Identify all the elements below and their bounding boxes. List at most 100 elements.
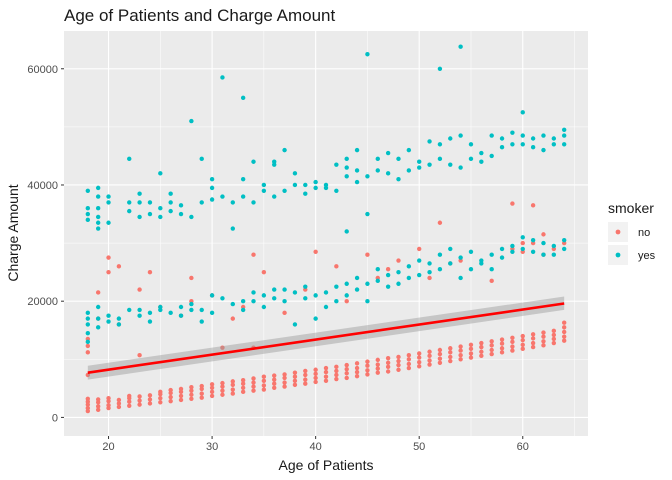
point-no xyxy=(541,232,546,237)
point-no xyxy=(437,360,443,365)
point-no xyxy=(385,355,391,361)
point-no xyxy=(220,345,225,350)
point-no xyxy=(417,355,422,360)
point-no xyxy=(220,380,225,386)
point-no xyxy=(158,400,163,405)
point-no xyxy=(448,350,453,355)
point-no xyxy=(303,381,308,386)
point-no xyxy=(396,362,401,368)
point-no xyxy=(344,366,349,372)
point-yes xyxy=(551,243,557,249)
point-no xyxy=(303,377,308,382)
point-no xyxy=(189,388,194,393)
point-no xyxy=(272,377,277,382)
point-no xyxy=(499,337,505,342)
point-no xyxy=(209,382,215,387)
point-yes xyxy=(365,281,370,286)
point-no xyxy=(458,344,463,349)
point-yes xyxy=(499,145,505,150)
point-yes xyxy=(85,206,91,211)
point-no xyxy=(251,376,256,381)
point-yes xyxy=(158,171,163,176)
point-yes xyxy=(137,214,142,220)
point-yes xyxy=(209,310,215,316)
point-no xyxy=(417,360,422,365)
point-no xyxy=(561,320,567,325)
point-no xyxy=(530,203,536,208)
point-no xyxy=(510,344,515,349)
point-no xyxy=(95,290,101,295)
point-yes xyxy=(168,200,173,205)
point-no xyxy=(137,394,142,399)
point-yes xyxy=(313,185,318,191)
point-yes xyxy=(354,179,360,185)
point-no xyxy=(261,374,267,379)
point-yes xyxy=(551,136,557,141)
point-no xyxy=(334,368,339,374)
point-no xyxy=(261,269,267,275)
point-yes xyxy=(240,307,246,313)
point-no xyxy=(189,392,194,397)
point-yes xyxy=(437,252,443,257)
point-yes xyxy=(137,307,142,313)
point-no xyxy=(251,384,256,389)
legend-label-no: no xyxy=(638,227,650,239)
point-no xyxy=(199,383,204,389)
point-yes xyxy=(147,200,153,205)
point-no xyxy=(437,220,443,225)
point-yes xyxy=(292,182,298,188)
point-yes xyxy=(230,301,235,307)
point-no xyxy=(313,367,318,372)
point-no xyxy=(127,399,132,404)
point-yes xyxy=(551,252,557,257)
point-yes xyxy=(437,267,443,272)
point-no xyxy=(95,397,101,402)
point-yes xyxy=(561,142,567,147)
point-no xyxy=(334,376,339,382)
point-yes xyxy=(209,197,215,202)
point-yes xyxy=(303,284,308,289)
point-yes xyxy=(458,133,463,138)
point-yes xyxy=(178,304,184,310)
point-no xyxy=(375,370,380,375)
point-no xyxy=(406,357,412,362)
point-yes xyxy=(334,284,339,289)
point-no xyxy=(137,398,142,403)
point-yes xyxy=(95,185,101,191)
point-no xyxy=(510,201,515,206)
point-yes xyxy=(106,319,111,324)
point-yes xyxy=(530,136,536,141)
point-yes xyxy=(220,296,225,301)
point-yes xyxy=(209,293,215,298)
point-no xyxy=(106,255,111,260)
point-yes xyxy=(448,136,453,141)
point-no xyxy=(385,360,391,365)
point-yes xyxy=(251,159,256,164)
point-yes xyxy=(230,226,235,231)
fit-line xyxy=(87,302,565,374)
point-no xyxy=(427,353,432,359)
point-no xyxy=(417,246,422,252)
point-yes xyxy=(199,200,204,205)
point-yes xyxy=(344,293,349,298)
point-no xyxy=(137,402,142,407)
point-yes xyxy=(417,272,422,278)
point-no xyxy=(561,338,567,343)
point-yes xyxy=(220,75,225,80)
point-yes xyxy=(199,307,204,313)
point-no xyxy=(230,379,235,384)
data-points xyxy=(85,44,567,414)
point-no xyxy=(127,393,132,399)
point-no xyxy=(292,378,298,383)
point-yes xyxy=(561,246,567,252)
point-yes xyxy=(458,44,463,49)
point-no xyxy=(199,395,204,400)
point-no xyxy=(530,340,536,346)
point-no xyxy=(458,353,463,358)
point-yes xyxy=(323,304,329,310)
point-no xyxy=(168,398,173,404)
point-yes xyxy=(116,322,122,327)
point-yes xyxy=(240,194,246,199)
point-no xyxy=(116,404,122,410)
